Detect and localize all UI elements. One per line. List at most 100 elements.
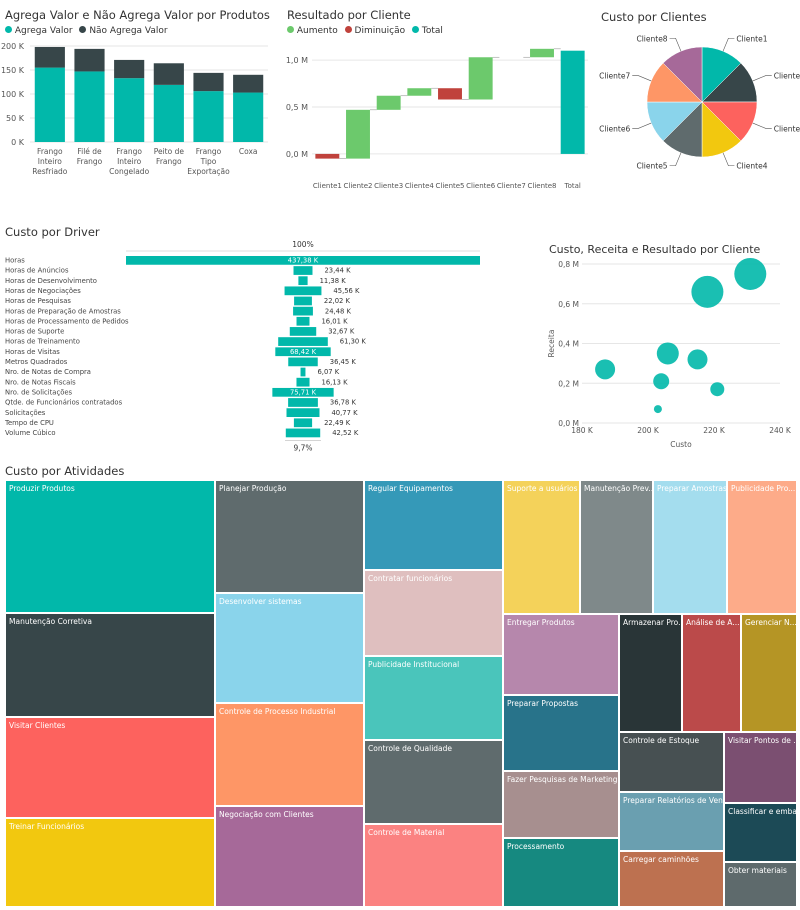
bar-chart-legend: Agrega Valor Não Agrega Valor	[5, 26, 168, 36]
funnel-bar	[286, 408, 320, 417]
treemap-tile-label: Contratar funcionários	[368, 574, 453, 583]
treemap-tile-label: Preparar Relatórios de Vend...	[623, 796, 724, 805]
waterfall-chart-title: Resultado por Cliente	[287, 8, 411, 22]
funnel-category-label: Horas de Visitas	[5, 348, 60, 356]
treemap-tile[interactable]: Classificar e emba...	[724, 803, 797, 862]
pie-leader-line	[632, 122, 652, 129]
treemap-tile-label: Manutenção Prev...	[584, 484, 653, 493]
treemap-tile-label: Desenvolver sistemas	[219, 597, 302, 606]
treemap-tile[interactable]: Controle de Material	[364, 824, 503, 907]
legend-label-total: Total	[421, 26, 443, 36]
bar-ytick-label: 150 K	[1, 66, 25, 75]
bar-segment-nao-agrega	[34, 46, 65, 68]
funnel-top-percent-label: 100%	[292, 240, 313, 249]
treemap-tile-label: Fazer Pesquisas de Marketing	[507, 775, 618, 784]
waterfall-decrease-bar	[438, 88, 462, 100]
scatter-xtick-label: 200 K	[637, 426, 660, 435]
funnel-value-label: 23,44 K	[324, 267, 351, 275]
treemap-tile[interactable]: Controle de Estoque	[619, 732, 724, 792]
treemap-tile-label: Gerenciar N...	[745, 618, 797, 627]
funnel-category-label: Horas de Anúncios	[5, 267, 69, 275]
stacked-bar-chart: 0 K 50 K 100 K 150 K 200 K Frango Inteiro Resfr…	[1, 42, 268, 176]
scatter-ytick-label: 0,6 M	[558, 300, 579, 309]
treemap-tile[interactable]: Manutenção Corretiva	[5, 613, 215, 717]
treemap-tile[interactable]: Publicidade Institucional	[364, 656, 503, 740]
pie-slice	[662, 46, 703, 103]
waterfall-total-bar	[560, 50, 585, 154]
waterfall-decrease-bar	[315, 153, 340, 159]
scatter-x-axis-title: Custo	[670, 440, 692, 449]
bar-segment-agrega	[34, 67, 65, 142]
treemap-tile[interactable]: Gerenciar N...	[741, 614, 797, 732]
treemap-tile[interactable]: Obter materiais	[724, 862, 797, 907]
waterfall-category-label: Total	[563, 182, 580, 190]
bar-category-label: Peito de Frango	[154, 147, 185, 166]
waterfall-legend: Aumento Diminuição Total	[287, 26, 443, 36]
treemap-tile[interactable]: Publicidade Pro...	[727, 480, 797, 614]
funnel-bar	[284, 286, 322, 296]
pie-leader-line	[632, 75, 652, 82]
treemap-tile[interactable]: Processamento	[503, 838, 619, 907]
treemap-tile[interactable]: Produzir Produtos	[5, 480, 215, 613]
treemap-tile[interactable]: Controle de Qualidade	[364, 740, 503, 824]
funnel-value-label: 6,07 K	[317, 368, 339, 376]
scatter-xtick-label: 240 K	[769, 426, 792, 435]
bar-chart-title: Agrega Valor e Não Agrega Valor por Prod…	[5, 8, 270, 22]
treemap-tile[interactable]: Preparar Propostas	[503, 695, 619, 771]
legend-label-aumento: Aumento	[296, 26, 338, 36]
treemap-tile[interactable]: Contratar funcionários	[364, 570, 503, 656]
funnel-value-label: 42,52 K	[332, 429, 359, 437]
treemap-tile-label: Controle de Material	[368, 828, 445, 837]
treemap-tile-label: Publicidade Pro...	[731, 484, 796, 493]
funnel-category-label: Qtde. de Funcionários contratados	[5, 399, 123, 407]
treemap-tile[interactable]: Desenvolver sistemas	[215, 593, 364, 703]
scatter-ytick-label: 0,4 M	[558, 340, 579, 349]
bar-segment-agrega	[153, 84, 184, 142]
pie-chart: Cliente1 Cliente2 Cliente3 Cliente4 Cliente5…	[599, 34, 800, 170]
treemap-tile[interactable]: Treinar Funcionários	[5, 818, 215, 907]
funnel-value-label: 68,42 K	[290, 348, 317, 356]
funnel-value-label: 36,45 K	[330, 358, 357, 366]
treemap-tile[interactable]: Visitar Pontos de ...	[724, 732, 797, 803]
waterfall-category-label: Cliente4	[405, 182, 435, 190]
funnel-value-label: 61,30 K	[340, 338, 367, 346]
funnel-value-label: 45,56 K	[333, 287, 360, 295]
scatter-bubble	[687, 349, 708, 370]
treemap-tile[interactable]: Preparar Relatórios de Vend...	[619, 792, 724, 851]
scatter-xtick-label: 180 K	[571, 426, 594, 435]
waterfall-increase-bar	[468, 57, 493, 100]
treemap-tile[interactable]: Armazenar Pro...	[619, 614, 682, 732]
funnel-bar	[278, 337, 328, 346]
treemap-tile[interactable]: Planejar Produção	[215, 480, 364, 593]
treemap-tile[interactable]: Entregar Produtos	[503, 614, 619, 695]
bar-segment-nao-agrega	[233, 74, 264, 93]
treemap-tile[interactable]: Controle de Processo Industrial	[215, 703, 364, 806]
treemap-tile-label: Publicidade Institucional	[368, 660, 460, 669]
pie-slice-label: Cliente3	[774, 124, 800, 133]
scatter-bubble	[595, 359, 616, 380]
pie-leader-line	[752, 75, 772, 82]
funnel-category-label: Nro. de Notas Fiscais	[5, 378, 76, 386]
treemap-tile[interactable]: Visitar Clientes	[5, 717, 215, 818]
treemap-tile[interactable]: Análise de A...	[682, 614, 741, 732]
treemap-tile[interactable]: Negociação com Clientes	[215, 806, 364, 907]
treemap-tile[interactable]: Preparar Amostras	[653, 480, 727, 614]
treemap-tile-label: Armazenar Pro...	[623, 618, 682, 627]
treemap-tile[interactable]: Manutenção Prev...	[580, 480, 653, 614]
waterfall-ytick-label: 0,0 M	[286, 150, 308, 159]
funnel-category-label: Volume Cúbico	[5, 429, 56, 437]
legend-dot-total	[411, 26, 419, 33]
funnel-value-label: 16,01 K	[321, 317, 348, 325]
treemap-tile[interactable]: Carregar caminhões	[619, 851, 724, 907]
pie-leader-line	[752, 122, 772, 129]
treemap-tile-label: Controle de Qualidade	[368, 744, 453, 753]
funnel-value-label: 16,13 K	[322, 378, 349, 386]
scatter-bubble	[653, 405, 662, 414]
treemap-tile[interactable]: Fazer Pesquisas de Marketing	[503, 771, 619, 838]
treemap-tile[interactable]: Suporte a usuários	[503, 480, 580, 614]
funnel-category-label: Horas de Negociações	[5, 287, 81, 295]
treemap-tile[interactable]: Regular Equipamentos	[364, 480, 503, 570]
bar-segment-agrega	[193, 91, 224, 142]
funnel-bar	[285, 428, 321, 438]
